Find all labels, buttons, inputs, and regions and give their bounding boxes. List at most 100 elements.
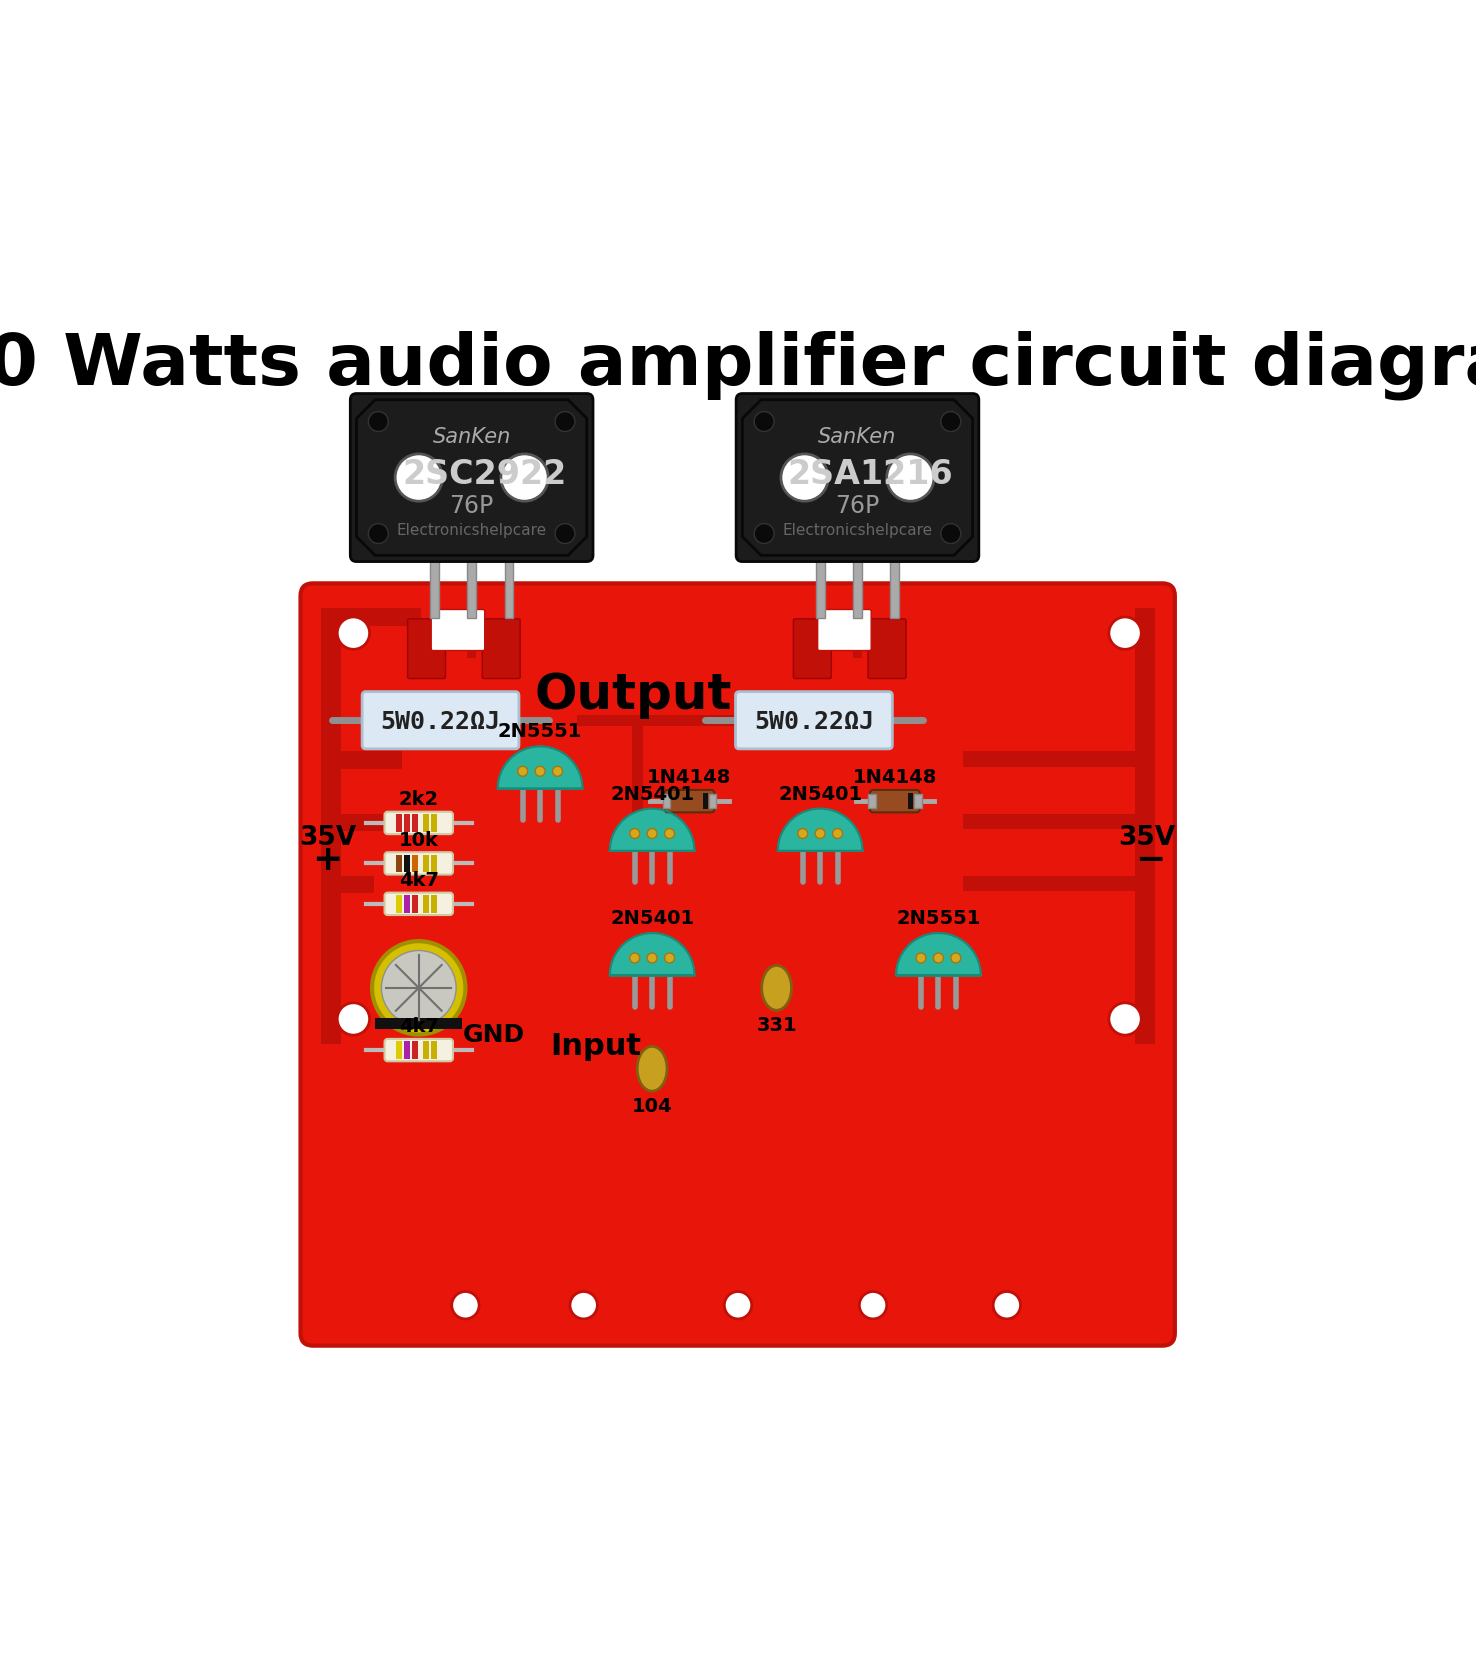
Bar xyxy=(1135,609,1154,1043)
Text: 2SC2922: 2SC2922 xyxy=(401,458,567,492)
Bar xyxy=(853,555,862,617)
Bar xyxy=(908,793,914,809)
Bar xyxy=(412,814,418,831)
Circle shape xyxy=(781,453,828,502)
Circle shape xyxy=(940,523,961,543)
Bar xyxy=(505,555,514,617)
Bar xyxy=(468,620,475,659)
Bar xyxy=(819,620,828,659)
Bar xyxy=(396,854,401,873)
Circle shape xyxy=(337,617,369,649)
Polygon shape xyxy=(357,400,587,555)
Text: 35V: 35V xyxy=(1119,826,1175,851)
Bar xyxy=(431,814,437,831)
Text: 4k7: 4k7 xyxy=(399,871,438,890)
Text: 2N5401: 2N5401 xyxy=(610,910,694,928)
FancyBboxPatch shape xyxy=(385,811,453,834)
Bar xyxy=(632,726,644,851)
Bar xyxy=(663,794,670,808)
Text: Electronicshelpcare: Electronicshelpcare xyxy=(397,523,546,538)
Circle shape xyxy=(940,411,961,431)
Bar xyxy=(396,895,401,913)
Bar xyxy=(322,814,384,831)
Circle shape xyxy=(536,766,545,776)
FancyBboxPatch shape xyxy=(301,584,1175,1346)
Text: GND: GND xyxy=(462,1023,524,1047)
Text: −: − xyxy=(1135,843,1165,878)
Circle shape xyxy=(646,953,657,963)
Circle shape xyxy=(452,1291,480,1319)
Text: 5W0.22ΩJ: 5W0.22ΩJ xyxy=(381,711,500,734)
Text: 5W0.22ΩJ: 5W0.22ΩJ xyxy=(754,711,874,734)
Text: 2N5401: 2N5401 xyxy=(778,784,862,804)
Text: 200 Watts audio amplifier circuit diagram: 200 Watts audio amplifier circuit diagra… xyxy=(0,331,1476,400)
Polygon shape xyxy=(778,809,862,851)
Bar xyxy=(322,609,341,1043)
FancyBboxPatch shape xyxy=(868,619,906,679)
Circle shape xyxy=(630,829,639,838)
Circle shape xyxy=(518,766,527,776)
Text: Electronicshelpcare: Electronicshelpcare xyxy=(782,523,933,538)
Text: 1N4148: 1N4148 xyxy=(648,769,732,788)
Bar xyxy=(322,609,421,625)
Bar xyxy=(468,555,475,617)
Bar xyxy=(505,620,514,659)
Bar xyxy=(322,876,373,893)
FancyBboxPatch shape xyxy=(794,619,831,679)
Circle shape xyxy=(1108,1003,1141,1035)
Text: 2N5551: 2N5551 xyxy=(497,722,583,741)
Bar xyxy=(816,555,825,617)
Bar xyxy=(322,751,401,769)
Text: 76P: 76P xyxy=(450,493,494,518)
FancyBboxPatch shape xyxy=(431,610,484,650)
Text: 2SA1216: 2SA1216 xyxy=(787,458,952,492)
Circle shape xyxy=(664,829,675,838)
Text: Input: Input xyxy=(551,1033,642,1062)
FancyBboxPatch shape xyxy=(483,619,520,679)
Circle shape xyxy=(369,523,388,543)
Polygon shape xyxy=(610,809,694,851)
Text: 4k7: 4k7 xyxy=(399,1017,438,1037)
Bar xyxy=(430,555,438,617)
Text: 1N4148: 1N4148 xyxy=(853,769,937,788)
Circle shape xyxy=(725,1291,751,1319)
Circle shape xyxy=(993,1291,1020,1319)
Text: 104: 104 xyxy=(632,1097,673,1115)
Bar xyxy=(431,1042,437,1058)
Bar xyxy=(396,814,401,831)
Bar xyxy=(868,794,875,808)
Bar xyxy=(431,854,437,873)
Bar xyxy=(964,751,1138,767)
Polygon shape xyxy=(742,400,973,555)
Circle shape xyxy=(917,953,925,963)
Circle shape xyxy=(381,950,456,1025)
FancyBboxPatch shape xyxy=(407,619,446,679)
Circle shape xyxy=(500,453,548,502)
Text: 2N5551: 2N5551 xyxy=(896,910,980,928)
Text: Output: Output xyxy=(534,672,732,719)
Circle shape xyxy=(859,1291,887,1319)
Bar xyxy=(404,895,410,913)
FancyBboxPatch shape xyxy=(664,789,714,813)
Bar xyxy=(431,895,437,913)
Bar xyxy=(396,1042,401,1058)
FancyBboxPatch shape xyxy=(350,393,593,562)
Circle shape xyxy=(933,953,943,963)
Circle shape xyxy=(630,953,639,963)
Circle shape xyxy=(754,411,773,431)
Text: 2k2: 2k2 xyxy=(399,791,438,809)
Circle shape xyxy=(887,453,934,502)
Text: +: + xyxy=(311,843,342,878)
Bar xyxy=(424,1042,430,1058)
Bar xyxy=(577,716,757,726)
Text: SanKen: SanKen xyxy=(432,426,511,446)
Bar xyxy=(853,620,862,659)
Text: 10k: 10k xyxy=(399,831,438,849)
Circle shape xyxy=(555,523,576,543)
Circle shape xyxy=(1108,617,1141,649)
FancyBboxPatch shape xyxy=(362,692,520,749)
Bar xyxy=(964,814,1138,829)
Text: SanKen: SanKen xyxy=(818,426,897,446)
Circle shape xyxy=(664,953,675,963)
Bar xyxy=(404,854,410,873)
